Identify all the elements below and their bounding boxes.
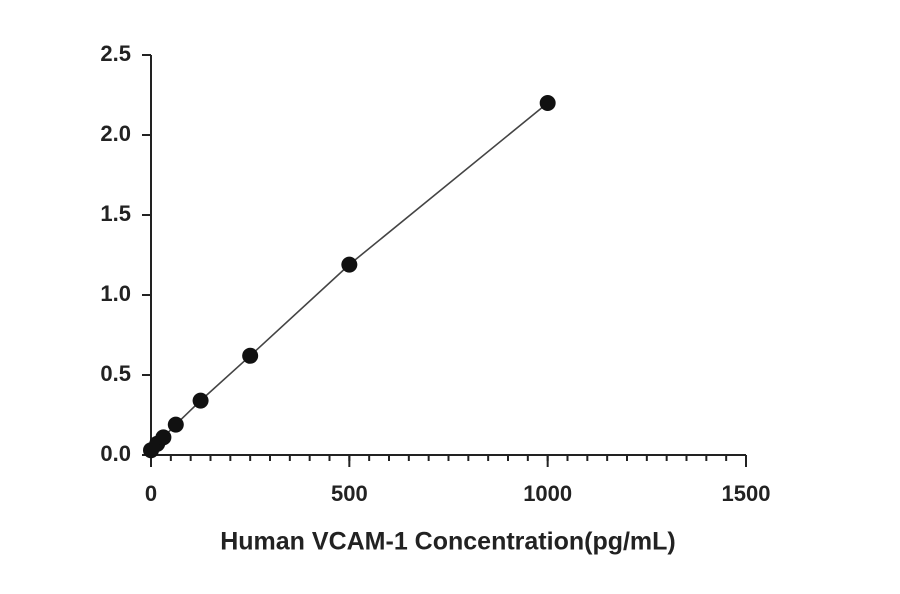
fit-line — [150, 102, 549, 451]
y-tick-label: 1.0 — [100, 281, 131, 306]
y-tick-label: 0.5 — [100, 361, 131, 386]
data-point — [242, 347, 259, 364]
x-tick-label: 1500 — [722, 481, 771, 506]
x-tick-label: 1000 — [523, 481, 572, 506]
y-tick-label: 2.5 — [100, 41, 131, 66]
data-point — [539, 95, 556, 111]
y-tick-label: 0.0 — [100, 441, 131, 466]
y-tick-label: 2.0 — [100, 121, 131, 146]
data-point — [155, 429, 172, 446]
data-point — [341, 256, 358, 273]
y-tick-label: 1.5 — [100, 201, 131, 226]
data-point — [167, 416, 184, 433]
x-tick-label: 500 — [331, 481, 368, 506]
x-tick-label: 0 — [145, 481, 157, 506]
data-point — [192, 392, 209, 409]
x-axis-label: Human VCAM-1 Concentration(pg/mL) — [220, 528, 676, 556]
